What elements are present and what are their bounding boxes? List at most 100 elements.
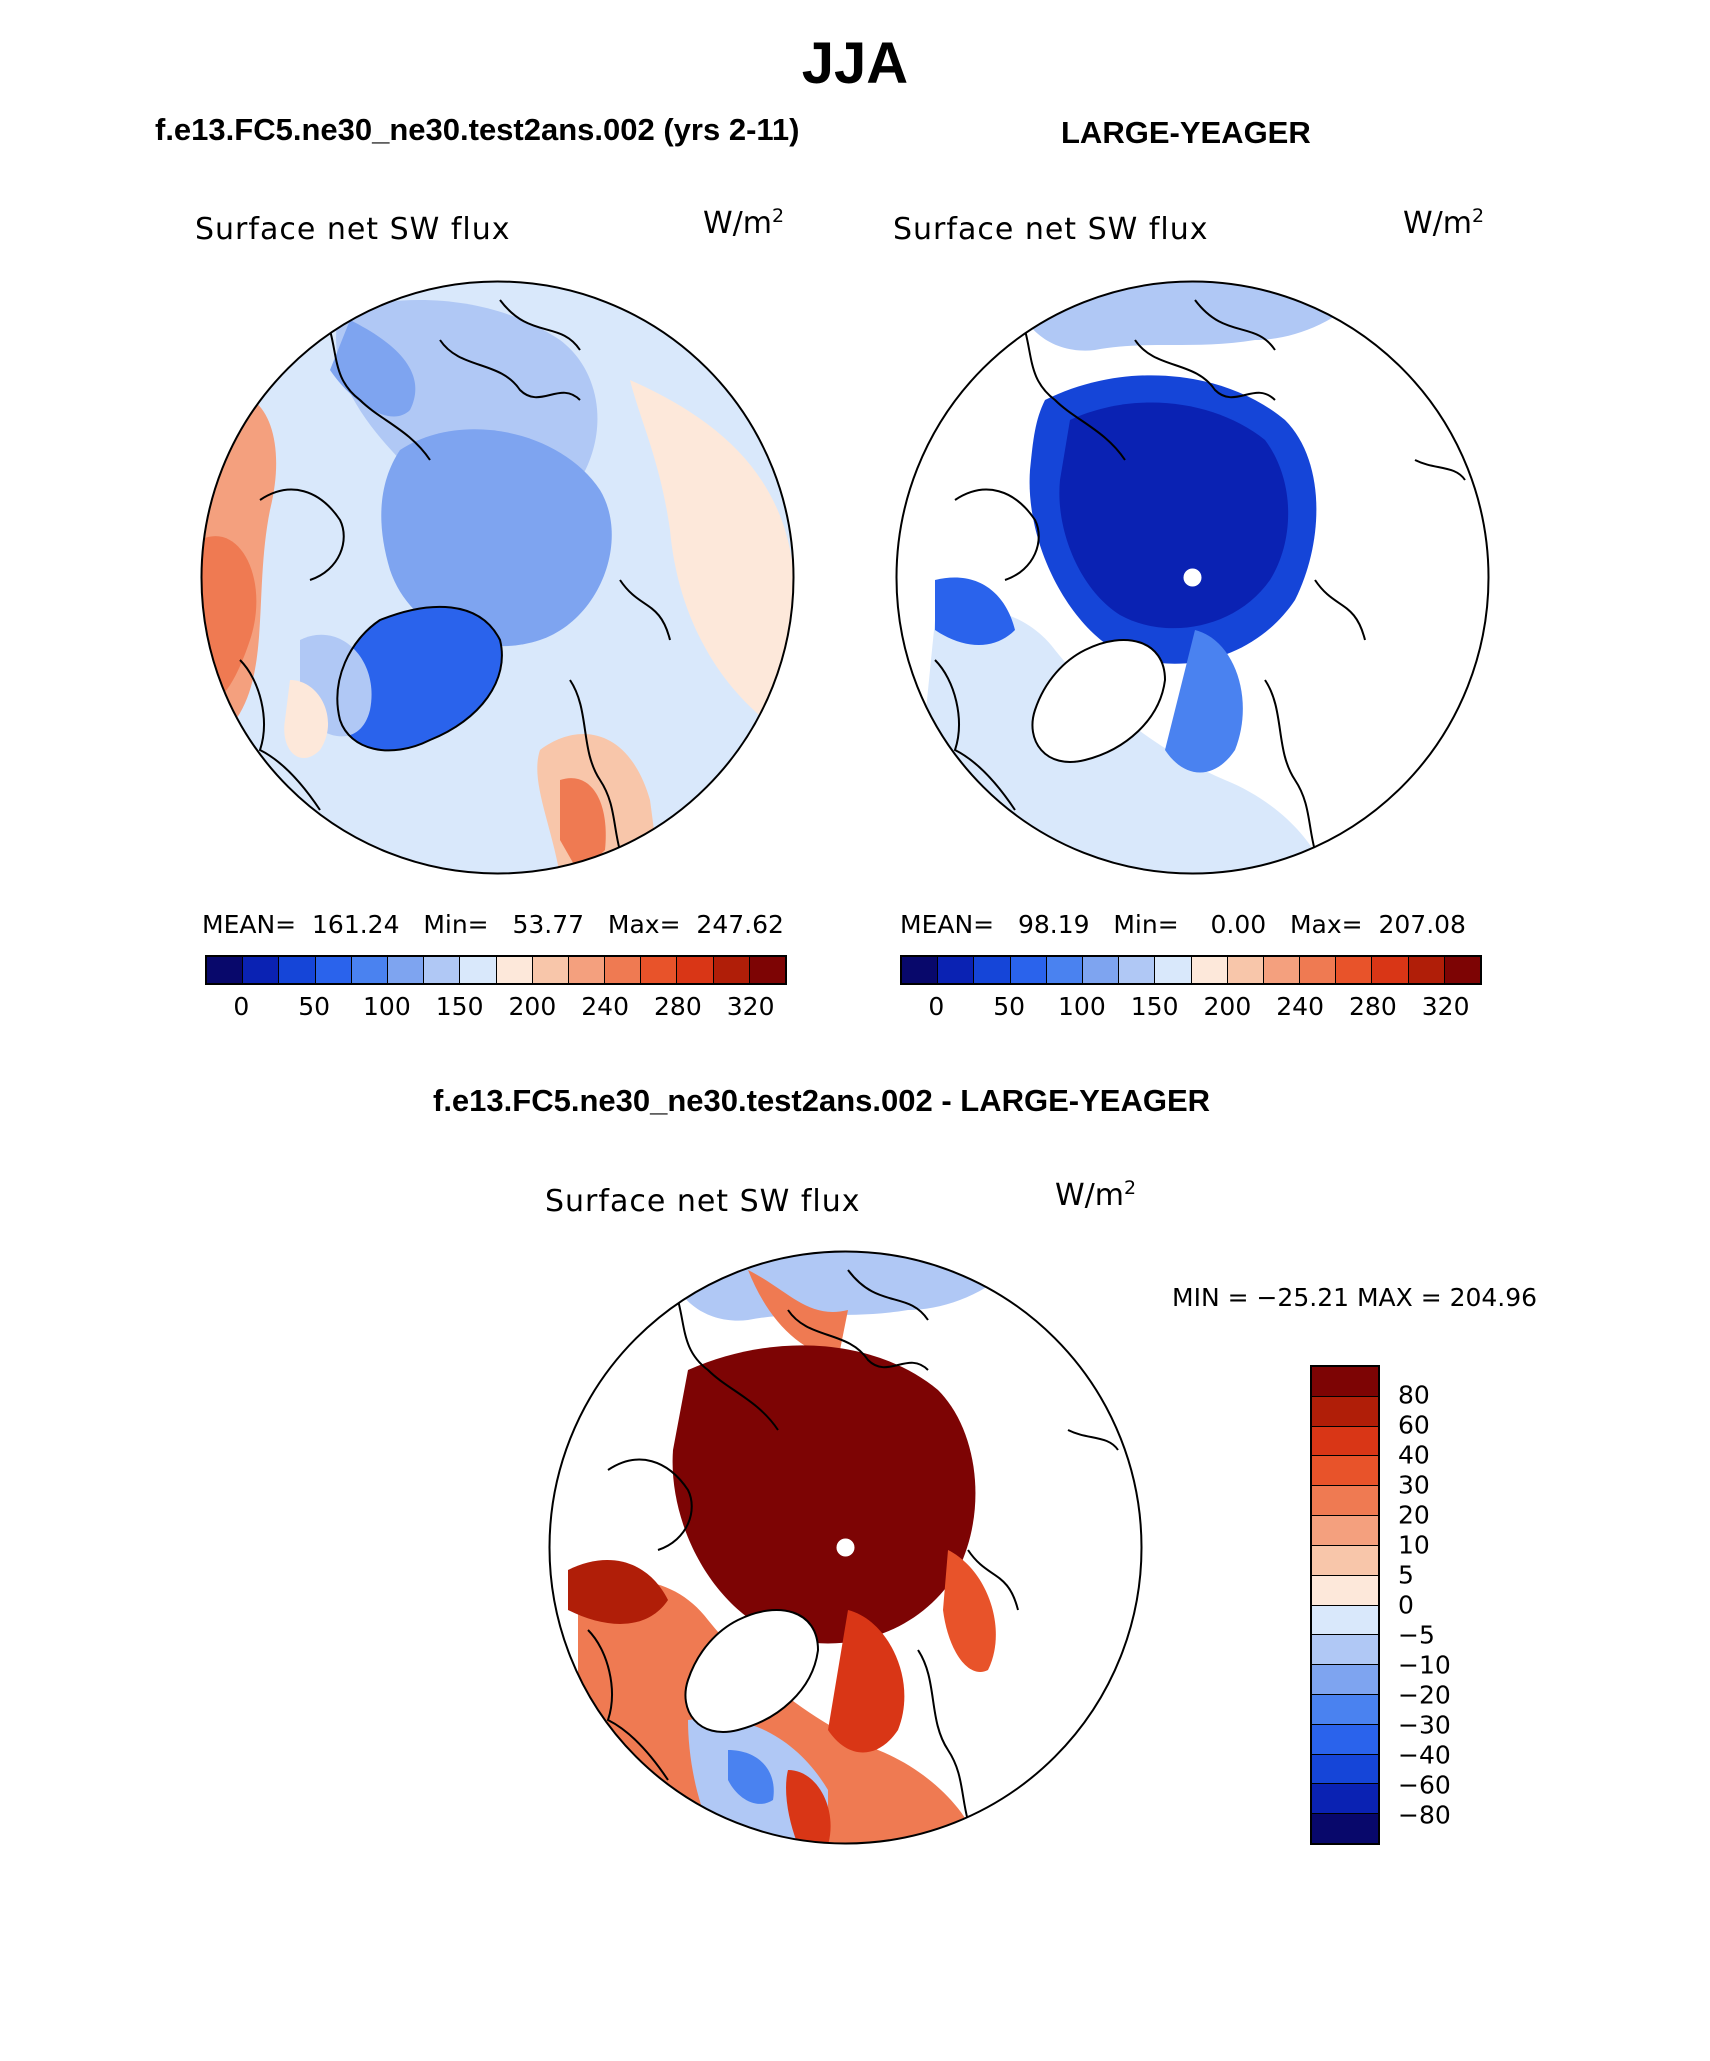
left-case-title: f.e13.FC5.ne30_ne30.test2ans.002 (yrs 2-… bbox=[155, 112, 800, 147]
colorbar-tick-label: 5 bbox=[1398, 1560, 1414, 1590]
diff-units: W/m2 bbox=[1055, 1177, 1137, 1213]
diff-region-barents bbox=[828, 1610, 905, 1753]
colorbar-tick-label: 320 bbox=[726, 992, 775, 1021]
diff-pole-hole bbox=[836, 1538, 855, 1557]
colorbar-tick-label: 100 bbox=[363, 992, 411, 1021]
colorbar-swatch bbox=[1155, 957, 1192, 983]
colorbar-swatch bbox=[713, 957, 750, 983]
colorbar-tick-label: 10 bbox=[1398, 1530, 1430, 1560]
colorbar-tick-label: −30 bbox=[1398, 1710, 1451, 1740]
left-warm-region-hudson bbox=[284, 680, 329, 759]
diff-region-arctic-ice bbox=[672, 1345, 976, 1644]
colorbar-tick-label: 240 bbox=[581, 992, 629, 1021]
colorbar-tick-label: 0 bbox=[233, 992, 250, 1021]
colorbar-swatch bbox=[1312, 1396, 1378, 1427]
colorbar-swatch bbox=[677, 957, 714, 983]
left-units: W/m2 bbox=[703, 205, 785, 241]
colorbar-tick-label: 20 bbox=[1398, 1500, 1430, 1530]
colorbar-swatch bbox=[1312, 1456, 1378, 1487]
colorbar-tick-label: −5 bbox=[1398, 1620, 1435, 1650]
right-hudson-bay bbox=[935, 577, 1015, 645]
colorbar-tick-label: 150 bbox=[435, 992, 484, 1021]
colorbar-swatch bbox=[1312, 1486, 1378, 1517]
diff-stats: MIN = −25.21 MAX = 204.96 bbox=[1172, 1283, 1538, 1312]
colorbar-swatch bbox=[1312, 1814, 1378, 1843]
colorbar-swatch bbox=[1312, 1665, 1378, 1695]
colorbar-swatch bbox=[1312, 1367, 1378, 1397]
diff-region-norwegian bbox=[786, 1770, 831, 1844]
diff-coastlines bbox=[587, 1251, 1119, 1844]
right-coastlines bbox=[934, 281, 1466, 874]
diff-region-kara bbox=[943, 1550, 996, 1672]
left-greenland-region bbox=[337, 606, 502, 751]
diff-map-border bbox=[548, 1250, 1143, 1845]
colorbar-swatch bbox=[1408, 957, 1445, 983]
colorbar-swatch bbox=[496, 957, 533, 983]
colorbar-swatch bbox=[243, 957, 280, 983]
colorbar-swatch bbox=[460, 957, 497, 983]
colorbar-swatch bbox=[938, 957, 975, 983]
diff-region-bering bbox=[748, 1270, 848, 1360]
diff-colorbar bbox=[1310, 1365, 1380, 1845]
colorbar-swatch bbox=[1312, 1545, 1378, 1576]
right-variable-label: Surface net SW flux bbox=[893, 212, 1209, 247]
colorbar-swatch bbox=[1300, 957, 1337, 983]
colorbar-swatch bbox=[387, 957, 425, 983]
diff-region-pacific bbox=[668, 1251, 1028, 1321]
colorbar-tick-label: 50 bbox=[993, 992, 1026, 1021]
colorbar-tick-label: 200 bbox=[508, 992, 557, 1021]
left-variable-label: Surface net SW flux bbox=[195, 212, 511, 247]
left-colorbar bbox=[205, 955, 787, 985]
colorbar-tick-label: 30 bbox=[1398, 1470, 1430, 1500]
colorbar-tick-label: 60 bbox=[1398, 1410, 1430, 1440]
colorbar-tick-label: 150 bbox=[1130, 992, 1179, 1021]
left-coastlines bbox=[239, 281, 671, 874]
colorbar-swatch bbox=[1312, 1724, 1378, 1755]
right-case-title: LARGE-YEAGER bbox=[1061, 115, 1311, 150]
colorbar-tick-label: 280 bbox=[1349, 992, 1397, 1021]
colorbar-swatch bbox=[1312, 1516, 1378, 1546]
colorbar-swatch bbox=[1119, 957, 1156, 983]
left-map-border bbox=[200, 280, 795, 875]
colorbar-swatch bbox=[1010, 957, 1047, 983]
colorbar-swatch bbox=[1263, 957, 1301, 983]
colorbar-swatch bbox=[1312, 1754, 1378, 1785]
colorbar-swatch bbox=[902, 957, 939, 983]
right-stats: MEAN= 98.19 Min= 0.00 Max= 207.08 bbox=[900, 910, 1466, 939]
diff-polar-map bbox=[548, 1250, 1143, 1845]
left-coastline-greenland bbox=[336, 605, 503, 752]
right-colorbar bbox=[900, 955, 1482, 985]
colorbar-swatch bbox=[749, 957, 785, 983]
colorbar-swatch bbox=[351, 957, 388, 983]
colorbar-swatch bbox=[605, 957, 642, 983]
colorbar-swatch bbox=[1444, 957, 1480, 983]
colorbar-swatch bbox=[568, 957, 606, 983]
right-units: W/m2 bbox=[1403, 205, 1485, 241]
diff-greenland bbox=[684, 1609, 820, 1733]
left-warm-region-europe bbox=[560, 778, 606, 874]
diff-colorbar-ticks: 80 60 40 30 20 10 5 0 −5 −10 −20 −30 −40 −60 −80 bbox=[1398, 1365, 1478, 1845]
colorbar-swatch bbox=[1227, 957, 1264, 983]
colorbar-tick-label: −40 bbox=[1398, 1740, 1451, 1770]
colorbar-swatch bbox=[1312, 1575, 1378, 1606]
diff-region-hudson bbox=[568, 1560, 668, 1624]
colorbar-tick-label: 280 bbox=[654, 992, 702, 1021]
colorbar-swatch bbox=[1046, 957, 1083, 983]
colorbar-tick-label: 0 bbox=[928, 992, 945, 1021]
colorbar-swatch bbox=[1312, 1784, 1378, 1815]
colorbar-tick-label: 200 bbox=[1203, 992, 1252, 1021]
diff-region-atlantic-cool-core bbox=[728, 1750, 774, 1804]
right-pole-hole bbox=[1183, 568, 1202, 587]
colorbar-swatch bbox=[207, 957, 244, 983]
left-polar-map bbox=[200, 280, 795, 875]
colorbar-tick-label: 40 bbox=[1398, 1440, 1430, 1470]
colorbar-swatch bbox=[1191, 957, 1228, 983]
colorbar-swatch bbox=[974, 957, 1011, 983]
right-ocean-pacific bbox=[1015, 281, 1375, 351]
colorbar-swatch bbox=[641, 957, 678, 983]
colorbar-swatch bbox=[532, 957, 569, 983]
colorbar-swatch bbox=[1312, 1694, 1378, 1725]
right-polar-map bbox=[895, 280, 1490, 875]
right-arctic-ice-core bbox=[1059, 402, 1289, 629]
colorbar-tick-label: 0 bbox=[1398, 1590, 1414, 1620]
